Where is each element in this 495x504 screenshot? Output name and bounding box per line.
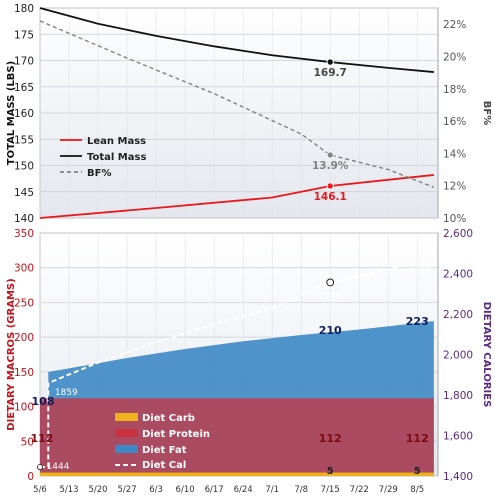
top-right-tick-label: 16% bbox=[443, 116, 466, 128]
top-right-tick-label: 22% bbox=[443, 19, 466, 31]
top-left-tick-label: 165 bbox=[14, 82, 34, 94]
top-left-axis-title: TOTAL MASS (LBS) bbox=[6, 61, 17, 165]
area-diet-carb bbox=[40, 472, 434, 476]
bottom-data-label: 1444 bbox=[47, 462, 70, 472]
legend-label: Lean Mass bbox=[87, 136, 146, 147]
top-left-tick-label: 180 bbox=[14, 3, 34, 15]
top-right-axis-title: BF% bbox=[481, 101, 492, 125]
bottom-right-tick-label: 1,600 bbox=[443, 431, 473, 443]
legend-label: Total Mass bbox=[87, 152, 146, 163]
top-left-tick-label: 150 bbox=[14, 161, 34, 173]
x-tick-label: 5/27 bbox=[118, 485, 137, 495]
bottom-left-tick-label: 350 bbox=[14, 228, 34, 240]
bottom-data-label: 2477 bbox=[408, 267, 431, 277]
top-left-tick-label: 155 bbox=[14, 134, 34, 146]
top-left-tick-label: 160 bbox=[14, 108, 34, 120]
x-tick-label: 5/13 bbox=[59, 485, 78, 495]
bottom-left-tick-label: 50 bbox=[21, 436, 34, 448]
legend-label: Diet Cal bbox=[142, 460, 186, 471]
legend-label: BF% bbox=[87, 168, 111, 179]
bottom-data-label: 2356 bbox=[319, 291, 342, 301]
legend-label: Diet Carb bbox=[142, 413, 195, 424]
bottom-left-axis-title: DIETARY MACROS (GRAMS) bbox=[6, 278, 17, 430]
x-tick-label: 5/20 bbox=[88, 485, 107, 495]
x-tick-label: 7/15 bbox=[321, 485, 340, 495]
bottom-right-tick-label: 1,400 bbox=[443, 471, 473, 483]
legend-label: Diet Protein bbox=[142, 429, 210, 440]
bottom-right-tick-label: 2,000 bbox=[443, 350, 473, 362]
bottom-data-label: 5 bbox=[414, 466, 421, 477]
bottom-left-tick-label: 200 bbox=[14, 332, 34, 344]
bottom-data-label: 112 bbox=[406, 432, 429, 445]
legend-swatch bbox=[115, 413, 138, 421]
bottom-left-tick-label: 150 bbox=[14, 367, 34, 379]
data-point-marker bbox=[326, 58, 334, 66]
top-left-tick-label: 145 bbox=[14, 187, 34, 199]
bottom-data-label: 5 bbox=[327, 466, 334, 477]
bottom-data-label: 223 bbox=[406, 315, 429, 328]
top-left-tick-label: 170 bbox=[14, 56, 34, 68]
series-line-total-mass bbox=[39, 7, 434, 73]
area-diet-protein bbox=[40, 398, 434, 476]
series-line-lean-mass bbox=[39, 174, 434, 219]
x-tick-label: 7/29 bbox=[379, 485, 398, 495]
data-point-marker bbox=[37, 464, 44, 471]
top-right-tick-label: 18% bbox=[443, 84, 466, 96]
data-point-marker bbox=[326, 278, 335, 287]
x-tick-label: 7/8 bbox=[294, 485, 308, 495]
top-left-tick-label: 140 bbox=[14, 213, 34, 225]
legend-swatch bbox=[115, 429, 138, 437]
data-point-marker bbox=[326, 151, 334, 159]
top-right-tick-label: 20% bbox=[443, 51, 466, 63]
top-right-tick-label: 12% bbox=[443, 181, 466, 193]
legend-label: Diet Fat bbox=[142, 445, 187, 456]
x-tick-label: 6/17 bbox=[205, 485, 224, 495]
x-tick-label: 6/24 bbox=[234, 485, 253, 495]
bottom-data-label: 112 bbox=[319, 432, 342, 445]
bottom-data-label: 210 bbox=[319, 324, 342, 337]
bottom-data-label: 112 bbox=[31, 432, 54, 445]
x-tick-label: 7/22 bbox=[350, 485, 369, 495]
top-right-tick-label: 14% bbox=[443, 148, 466, 160]
bottom-right-tick-label: 2,600 bbox=[443, 228, 473, 240]
bottom-left-tick-label: 300 bbox=[14, 263, 34, 275]
series-line-bf- bbox=[39, 20, 435, 188]
bottom-data-label: 1859 bbox=[55, 388, 78, 398]
bottom-right-tick-label: 2,400 bbox=[443, 269, 473, 281]
x-tick-label: 7/1 bbox=[265, 485, 279, 495]
legend-swatch bbox=[115, 445, 138, 453]
bottom-left-tick-label: 100 bbox=[14, 402, 34, 414]
bottom-data-label: 108 bbox=[32, 395, 55, 408]
bottom-right-axis-title: DIETARY CALORIES bbox=[481, 302, 492, 408]
data-point-marker bbox=[326, 182, 334, 190]
bottom-left-tick-label: 0 bbox=[27, 471, 34, 483]
top-left-tick-label: 175 bbox=[14, 29, 34, 41]
bottom-left-tick-label: 250 bbox=[14, 297, 34, 309]
series-line-diet-cal bbox=[40, 256, 435, 469]
x-tick-label: 6/10 bbox=[176, 485, 195, 495]
top-data-label: 13.9% bbox=[312, 160, 349, 172]
x-tick-label: 5/6 bbox=[33, 485, 47, 495]
bottom-right-tick-label: 1,800 bbox=[443, 390, 473, 402]
top-right-tick-label: 10% bbox=[443, 213, 466, 225]
bottom-right-tick-label: 2,200 bbox=[443, 309, 473, 321]
x-tick-label: 6/3 bbox=[149, 485, 163, 495]
top-data-label: 169.7 bbox=[314, 67, 347, 79]
top-data-label: 146.1 bbox=[314, 191, 347, 203]
x-tick-label: 8/5 bbox=[410, 485, 424, 495]
